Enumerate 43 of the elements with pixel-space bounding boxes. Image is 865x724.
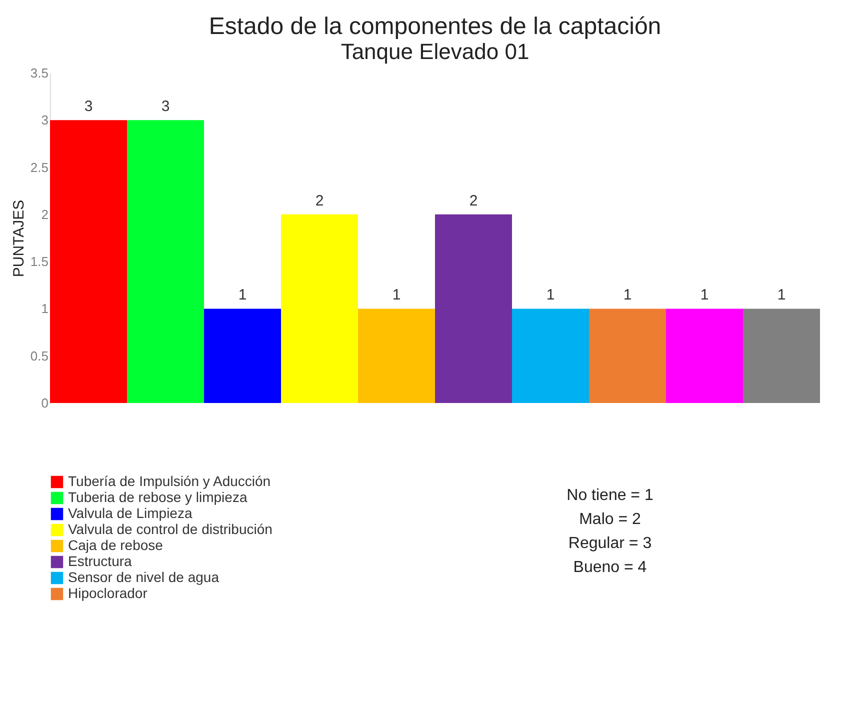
data-label: 1 (238, 286, 247, 304)
legend-label: Valvula de Limpieza (68, 505, 192, 521)
data-label: 1 (777, 286, 786, 304)
bar (127, 120, 204, 403)
data-label: 1 (623, 286, 632, 304)
data-label: 2 (469, 192, 478, 210)
bar (435, 214, 512, 403)
y-tick-label: 0 (41, 396, 48, 410)
legend-label: Hipoclorador (68, 585, 148, 601)
y-axis-title: PUNTAJES (10, 200, 28, 278)
bar (743, 308, 820, 403)
y-tick-label: 1.5 (30, 254, 48, 270)
y-tick-label: 2.5 (30, 160, 48, 175)
y-tick-label: 1 (41, 301, 48, 316)
bar (204, 308, 281, 403)
data-label: 1 (392, 286, 401, 304)
bar (512, 308, 589, 403)
text: Malo = 2 (579, 511, 642, 528)
bar (281, 214, 358, 403)
chart-title: Estado de la componentes de la captación (208, 13, 662, 40)
y-tick-label: 3.5 (30, 66, 48, 80)
text: Regular = 3 (568, 535, 652, 552)
bar (666, 308, 743, 403)
legend-label: Caja de rebose (68, 537, 164, 553)
data-label: 1 (700, 286, 709, 304)
legend-label: Sensor de nivel de agua (68, 569, 220, 585)
legend-label: Tubería de Impulsión y Aducción (68, 473, 271, 489)
data-label: 3 (84, 98, 93, 116)
bar (50, 120, 127, 403)
y-tick-label: 0.5 (30, 348, 48, 364)
data-label: 2 (315, 192, 324, 210)
y-tick-label: 2 (41, 206, 48, 222)
bar (589, 308, 666, 403)
legend-label: Estructura (68, 553, 132, 569)
text: No tiene = 1 (566, 487, 654, 504)
data-label: 3 (161, 98, 170, 116)
legend-label: Tuberia de rebose y limpieza (68, 489, 248, 505)
y-tick-label: 3 (41, 112, 48, 128)
text: Bueno = 4 (573, 559, 647, 576)
bar (358, 308, 435, 403)
data-label: 1 (546, 286, 555, 304)
chart-subtitle: Tanque Elevado 01 (340, 39, 530, 64)
legend-label: Valvula de control de distribución (68, 521, 272, 537)
